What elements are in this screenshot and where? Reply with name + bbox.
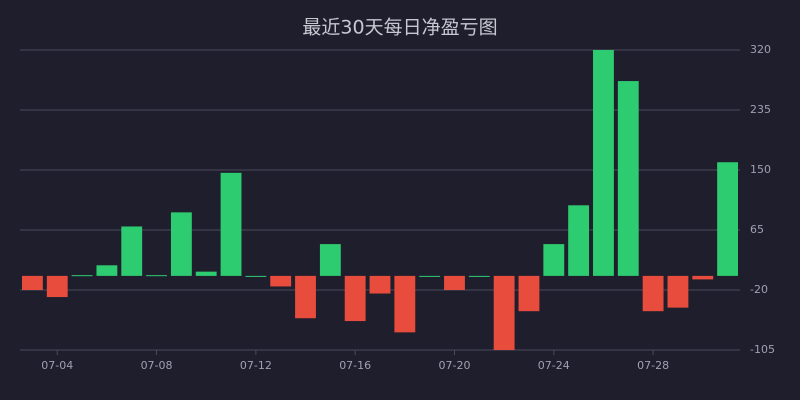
bar: [170, 212, 192, 276]
bar: [295, 275, 316, 319]
bar: [344, 275, 366, 322]
y-tick-label: 235: [750, 103, 771, 116]
bar: [394, 275, 416, 333]
bar: [419, 275, 441, 277]
bar: [146, 275, 167, 277]
x-tick-label: 07-08: [141, 359, 173, 372]
x-tick-label: 07-28: [637, 359, 669, 372]
bar: [195, 271, 217, 276]
bar: [667, 275, 689, 308]
bar: [692, 275, 714, 280]
bar: [46, 275, 68, 298]
bar: [121, 226, 143, 276]
bar: [220, 172, 242, 276]
y-tick-label: 65: [750, 223, 764, 236]
x-tick-label: 07-16: [339, 359, 371, 372]
y-tick-label: -20: [750, 283, 768, 296]
bar: [270, 275, 292, 287]
bar: [493, 275, 515, 350]
chart-title: 最近30天每日净盈亏图: [302, 17, 497, 39]
bar: [96, 265, 118, 276]
x-tick-label: 07-24: [538, 359, 570, 372]
x-tick-label: 07-04: [41, 359, 73, 372]
bar: [593, 50, 614, 276]
bar: [245, 275, 267, 277]
bar: [543, 244, 565, 276]
bar: [21, 275, 43, 290]
x-tick-label: 07-12: [240, 359, 272, 372]
bar: [319, 244, 341, 276]
y-tick-label: 150: [750, 163, 771, 176]
bar: [642, 275, 664, 312]
y-tick-label: 320: [750, 43, 771, 56]
bar: [568, 205, 590, 276]
bar: [518, 275, 540, 312]
bar: [468, 275, 490, 277]
y-tick-label: -105: [750, 343, 775, 356]
bar: [617, 81, 639, 276]
bar: [369, 275, 391, 294]
bar: [717, 162, 739, 276]
bar: [71, 275, 93, 277]
x-tick-label: 07-20: [438, 359, 470, 372]
bar: [444, 275, 465, 290]
